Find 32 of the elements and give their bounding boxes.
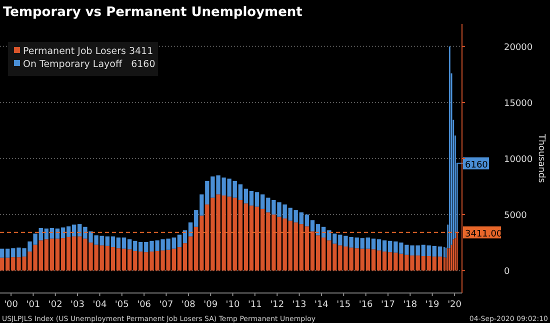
x-tick-label: '14 <box>314 300 329 310</box>
x-tick-label: '12 <box>270 300 284 310</box>
ref-line-label: 3411.00 <box>465 229 502 240</box>
legend-label: On Temporary Layoff 6160 <box>23 59 156 70</box>
x-tick-label: '15 <box>336 300 351 310</box>
x-tick-label: '13 <box>292 300 306 310</box>
y-tick-label: 5000 <box>504 211 528 222</box>
x-tick-label: '09 <box>204 300 218 310</box>
x-tick-label: '18 <box>403 300 418 310</box>
y-axis-title: Thousands <box>536 133 546 184</box>
x-tick-label: '11 <box>248 300 262 310</box>
x-tick-label: '07 <box>159 300 174 310</box>
y-tick-label: 15000 <box>504 98 533 109</box>
x-tick-label: '10 <box>226 300 240 310</box>
x-tick-label: '01 <box>26 300 40 310</box>
x-tick-label: '20 <box>448 300 462 310</box>
x-tick-label: '08 <box>181 300 196 310</box>
y-tick-label: 20000 <box>504 42 533 53</box>
chart-title: Temporary vs Permanent Unemployment <box>3 5 302 20</box>
x-tick-label: '03 <box>70 300 84 310</box>
x-tick-label: '19 <box>425 300 440 310</box>
legend-label: Permanent Job Losers 3411 <box>23 46 154 57</box>
x-tick-label: '00 <box>4 300 18 310</box>
y-tick-label: 0 <box>504 267 510 278</box>
x-tick-label: '06 <box>137 300 152 310</box>
y-tick-label: 10000 <box>504 155 533 165</box>
x-tick-label: '04 <box>92 300 107 310</box>
x-tick-label: '05 <box>114 300 129 310</box>
x-tick-label: '02 <box>48 300 62 310</box>
annotation: 6160 <box>465 160 488 170</box>
x-tick-label: '17 <box>381 300 395 310</box>
x-tick-label: '16 <box>358 300 374 310</box>
